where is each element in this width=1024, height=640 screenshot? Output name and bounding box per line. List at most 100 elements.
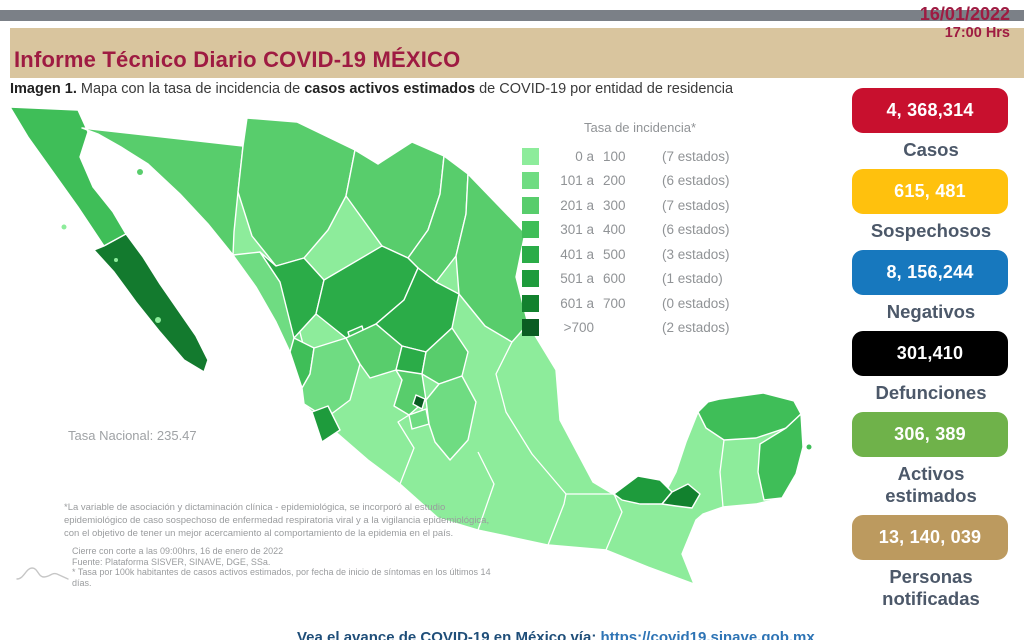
report-time: 17:00 Hrs [944, 25, 1010, 41]
legend-swatch [522, 196, 539, 214]
legend-row: 0 a 100 (7 estados) [522, 144, 762, 169]
legend-state-count: (0 estados) [662, 295, 730, 311]
stat-sospechosos: 615, 481 Sospechosos [852, 169, 1010, 242]
stat-value-pill-notificadas: 13, 140, 039 [852, 515, 1008, 560]
stat-label-notificadas: Personas notificadas [882, 566, 980, 609]
stat-value-pill-activos: 306, 389 [852, 412, 1008, 457]
state-colima [311, 405, 341, 443]
footer-url-link[interactable]: https://covid19.sinave.gob.mx [600, 629, 815, 640]
state-baja-california [9, 106, 127, 247]
stat-label-sospechosos: Sospechosos [870, 220, 992, 241]
legend-state-count: (6 estados) [662, 222, 730, 238]
stat-label-casos: Casos [903, 139, 959, 160]
legend-row: 601 a 700 (0 estados) [522, 291, 762, 316]
figure-caption-label: Imagen 1. [10, 81, 77, 97]
page-title: Informe Técnico Diario COVID-19 MÉXICO [14, 47, 461, 72]
legend-row: 401 a 500 (3 estados) [522, 242, 762, 267]
stat-casos: 4, 368,314 Casos [852, 88, 1010, 161]
stat-value: 4, 368,314 [886, 100, 974, 120]
island-dot [61, 224, 67, 230]
state-cdmx [412, 394, 426, 410]
legend-range-from: 501 a [560, 271, 594, 287]
figure-caption-bold: casos activos estimados [304, 81, 476, 97]
stat-value: 306, 389 [894, 424, 966, 444]
mexico-map [9, 106, 812, 585]
legend-range-from: 401 a [560, 246, 594, 262]
island-cozumel [806, 444, 812, 450]
legend-row: 301 a 400 (6 estados) [522, 218, 762, 243]
state-border-line [495, 341, 614, 495]
footer-text: Vea el avance de COVID-19 en México vía: [297, 629, 601, 640]
footnote-line: epidemiológico de caso sospechoso de enf… [64, 515, 490, 526]
island-dot [114, 258, 118, 262]
legend-state-count: (6 estados) [662, 173, 730, 189]
legend-row: 201 a 300 (7 estados) [522, 193, 762, 218]
state-tabasco-east [661, 483, 701, 509]
stat-label-negativos: Negativos [886, 301, 976, 322]
state-tabasco [613, 475, 673, 505]
state-tamaulipas [455, 173, 529, 343]
state-border-line [605, 493, 623, 551]
stats-sidebar: 4, 368,314 Casos 615, 481 Sospechosos 8,… [852, 88, 1010, 618]
legend-row: 501 a 600 (1 estado) [522, 267, 762, 292]
stat-value: 8, 156,244 [886, 262, 974, 282]
footnote-line: *La variable de asociación y dictaminaci… [64, 502, 446, 513]
legend-swatch [522, 319, 539, 337]
legend-range-from: 201 a [560, 197, 594, 213]
figure-caption: Imagen 1. Mapa con la tasa de incidencia… [10, 81, 733, 97]
legend-range-to: 100 [603, 148, 626, 164]
stat-negativos: 8, 156,244 Negativos [852, 250, 1010, 323]
legend-state-count: (7 estados) [662, 197, 730, 213]
footnote-source: Fuente: Plataforma SISVER, SINAVE, DGE, … [72, 556, 271, 567]
figure-caption-text-2: de COVID-19 por entidad de residencia [475, 81, 734, 97]
stat-value-pill-defunciones: 301,410 [852, 331, 1008, 376]
legend-swatch [522, 172, 539, 190]
state-chihuahua [237, 117, 356, 267]
legend-range-to: 700 [603, 295, 626, 311]
state-border-line [477, 451, 495, 531]
legend-row: >700 (2 estados) [522, 316, 762, 341]
report-date: 16/01/2022 [919, 4, 1010, 24]
state-border-line [397, 414, 415, 485]
legend-range-to: 200 [603, 173, 626, 189]
legend-state-count: (7 estados) [662, 148, 730, 164]
legend-range-to: 300 [603, 197, 626, 213]
legend-swatch [522, 294, 539, 312]
stat-activos-estimados: 306, 389 Activos estimados [852, 412, 1010, 507]
legend-state-count: (1 estado) [662, 271, 723, 287]
legend-range-from: 301 a [560, 222, 594, 238]
legend-range-from: 101 a [560, 173, 594, 189]
legend-swatch [522, 270, 539, 288]
legend-swatch [522, 221, 539, 239]
stat-label-activos: Activos estimados [885, 463, 977, 506]
report-datetime: 16/01/2022 17:00 Hrs [920, 4, 1010, 41]
stat-value: 13, 140, 039 [878, 527, 982, 547]
stat-label-defunciones: Defunciones [875, 382, 987, 403]
legend-swatch [522, 245, 539, 263]
stat-value: 301,410 [896, 343, 964, 363]
stat-value-pill-casos: 4, 368,314 [852, 88, 1008, 133]
footnote-line: con el objetivo de tener un mejor acerca… [64, 528, 454, 539]
stat-value: 615, 481 [894, 181, 966, 201]
legend-state-count: (3 estados) [662, 246, 730, 262]
footer-link-line: Vea el avance de COVID-19 en México vía:… [297, 629, 815, 640]
stat-personas-notificadas: 13, 140, 039 Personas notificadas [852, 515, 1010, 610]
legend-range-to: 500 [603, 246, 626, 262]
legend-range-to: 600 [603, 271, 626, 287]
state-quintana-roo [757, 413, 804, 501]
state-border-line [547, 493, 567, 546]
legend-range-from: 601 a [560, 295, 594, 311]
state-puebla [425, 375, 477, 461]
header-band: Informe Técnico Diario COVID-19 MÉXICO [10, 28, 1024, 78]
state-baja-california-sur [93, 233, 209, 373]
legend-state-count: (2 estados) [662, 320, 730, 336]
figure-caption-text: Mapa con la tasa de incidencia de [76, 81, 305, 97]
legend-range-to: 400 [603, 222, 626, 238]
wave-logo [16, 567, 69, 580]
national-rate-label: Tasa Nacional: 235.47 [68, 428, 197, 443]
island-isla-tiburon [137, 169, 143, 175]
top-gray-bar [0, 10, 1024, 21]
island-dot [155, 317, 161, 323]
map-legend: Tasa de incidencia* 0 a 100 (7 estados) … [522, 120, 762, 340]
